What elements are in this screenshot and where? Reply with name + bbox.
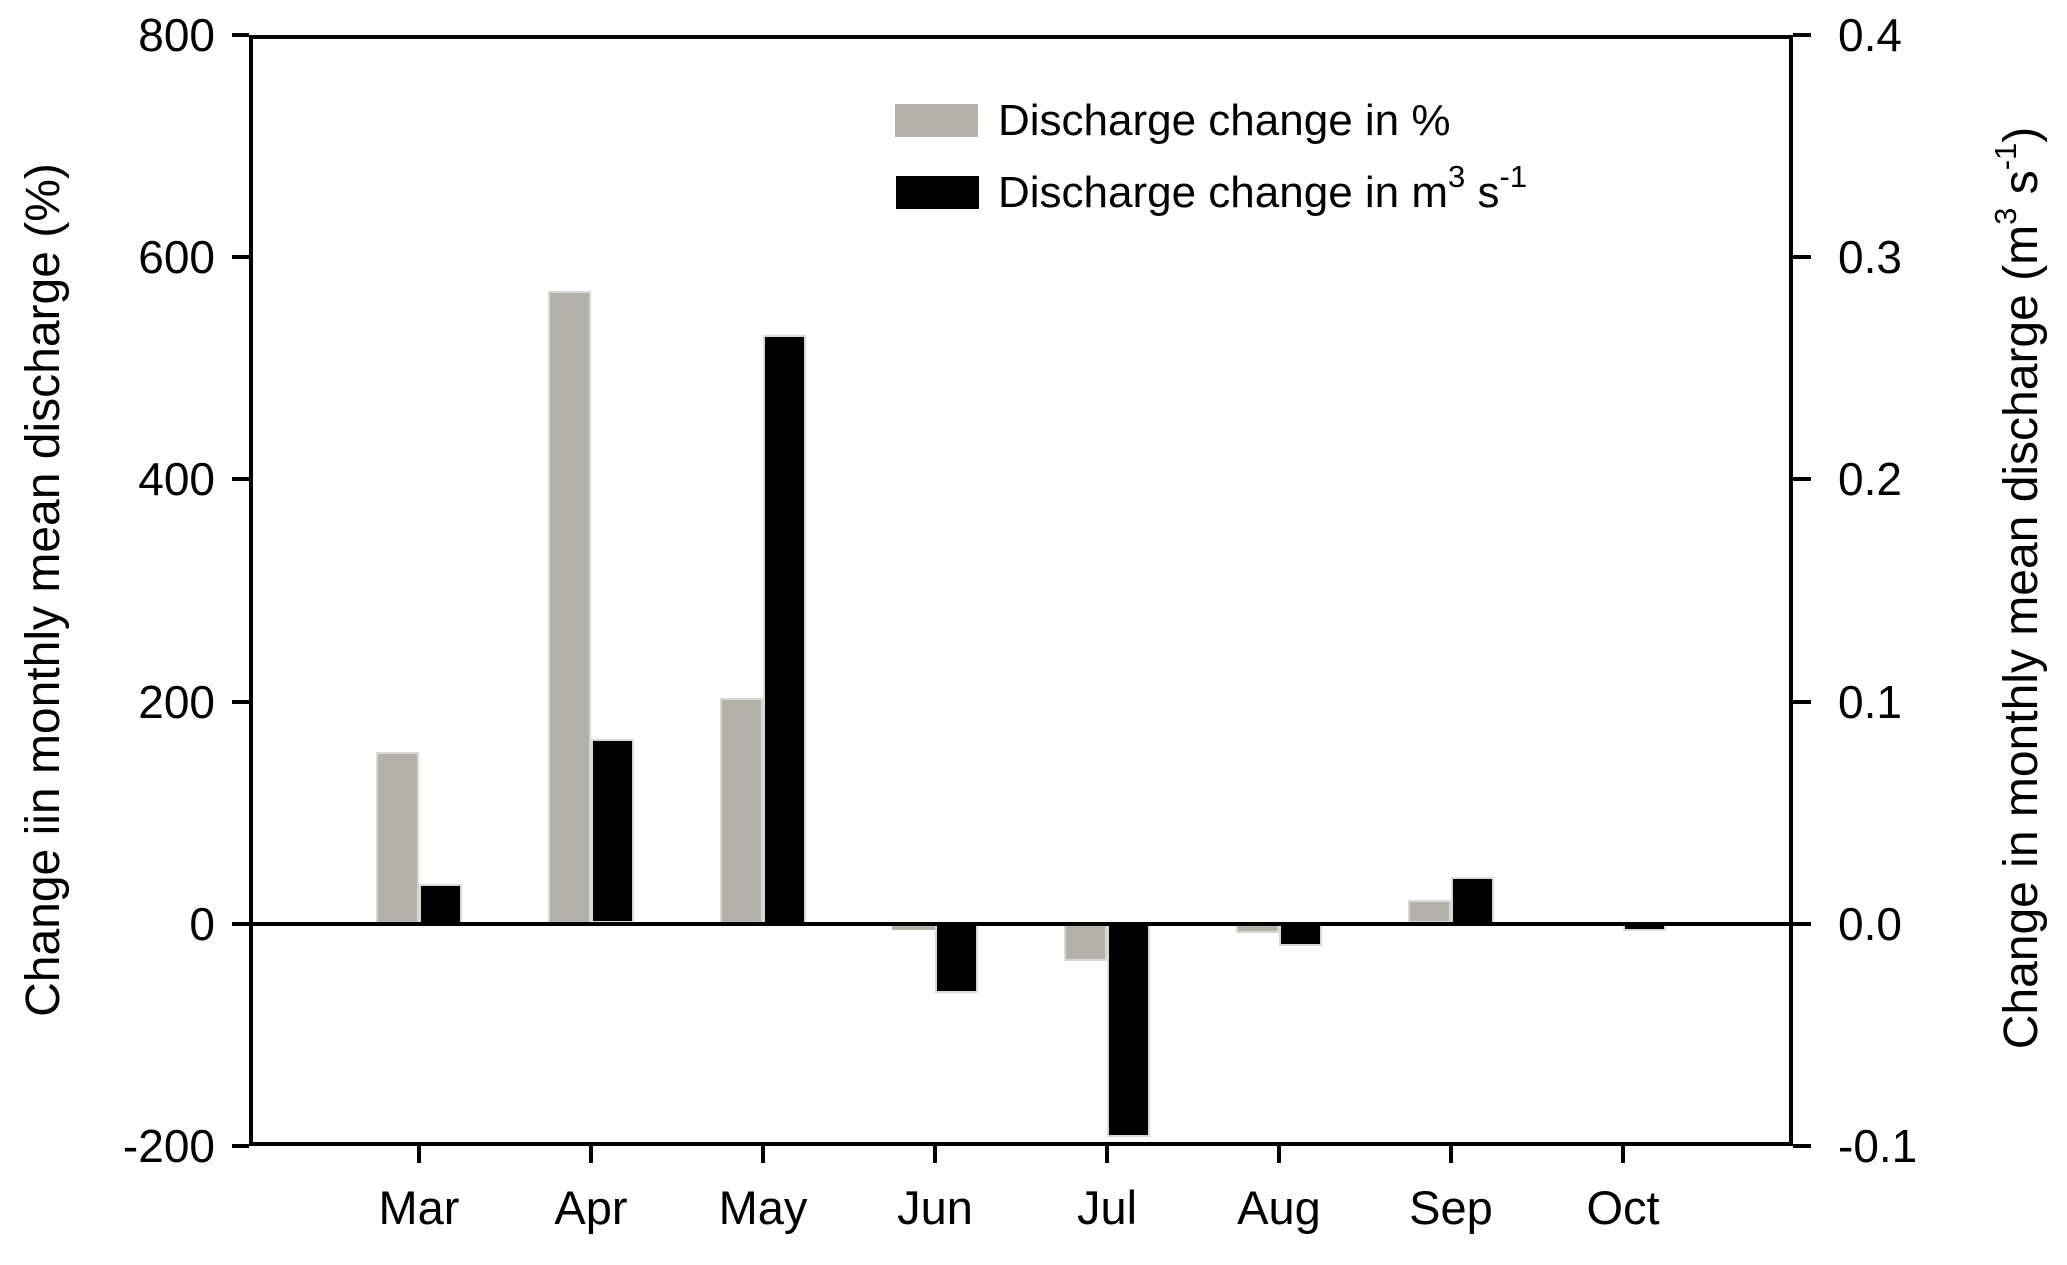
bar-mar-percent bbox=[376, 752, 419, 924]
x-tick bbox=[589, 1146, 593, 1163]
y-right-tick bbox=[1793, 255, 1811, 259]
bar-apr-m3s bbox=[591, 739, 634, 923]
y-right-tick bbox=[1793, 700, 1811, 704]
legend-label-percent: Discharge change in % bbox=[998, 96, 1451, 145]
legend-swatch-m3s bbox=[896, 176, 979, 209]
bar-apr-percent bbox=[548, 291, 591, 924]
x-tick bbox=[1277, 1146, 1281, 1163]
bar-jul-m3s bbox=[1107, 924, 1150, 1137]
x-tick bbox=[933, 1146, 937, 1163]
bar-jun-m3s bbox=[935, 924, 978, 993]
x-tick-label: Mar bbox=[378, 1181, 460, 1234]
x-tick-label: Aug bbox=[1237, 1181, 1321, 1234]
x-tick-label: May bbox=[718, 1181, 808, 1234]
y-right-tick bbox=[1793, 477, 1811, 481]
y-left-tick-label: 600 bbox=[138, 231, 215, 283]
x-tick-label: Oct bbox=[1586, 1181, 1660, 1234]
x-tick bbox=[761, 1146, 765, 1163]
superscript: 3 bbox=[1988, 207, 2023, 225]
x-tick-label: Sep bbox=[1409, 1181, 1493, 1234]
left-axis-title: Change iin monthly mean discharge (%) bbox=[17, 163, 70, 1017]
bar-may-percent bbox=[720, 698, 763, 924]
x-tick-label: Apr bbox=[554, 1181, 628, 1234]
legend-swatch-percent bbox=[895, 104, 978, 137]
y-right-tick bbox=[1793, 1144, 1811, 1148]
legend-label-m3s: Discharge change in m3 s-1 bbox=[998, 159, 1528, 217]
y-left-tick bbox=[232, 922, 249, 926]
bar-jun-percent bbox=[892, 924, 935, 930]
y-right-tick-label: 0.2 bbox=[1838, 453, 1902, 505]
y-right-tick-label: 0.3 bbox=[1838, 231, 1902, 283]
y-right-tick bbox=[1793, 922, 1811, 926]
y-right-tick-label: 0.0 bbox=[1838, 898, 1902, 950]
y-left-tick-label: 0 bbox=[189, 898, 215, 950]
x-tick bbox=[1449, 1146, 1453, 1163]
x-tick bbox=[1621, 1146, 1625, 1163]
x-tick-label: Jul bbox=[1076, 1181, 1138, 1234]
y-right-tick-label: 0.1 bbox=[1838, 676, 1902, 728]
zero-baseline bbox=[249, 922, 1793, 926]
plot-area bbox=[249, 35, 1793, 1146]
x-tick bbox=[1105, 1146, 1109, 1163]
bar-may-m3s bbox=[763, 335, 806, 924]
y-right-tick-label: -0.1 bbox=[1838, 1120, 1918, 1172]
y-left-tick bbox=[232, 1144, 249, 1148]
y-left-tick-label: 400 bbox=[138, 453, 215, 505]
bar-aug-m3s bbox=[1279, 924, 1322, 946]
superscript: -1 bbox=[1499, 159, 1528, 195]
x-tick bbox=[417, 1146, 421, 1163]
superscript: 3 bbox=[1448, 159, 1466, 195]
y-left-tick bbox=[232, 477, 249, 481]
y-left-tick-label: 800 bbox=[138, 9, 215, 61]
y-left-tick-label: 200 bbox=[138, 676, 215, 728]
x-tick-label: Jun bbox=[897, 1181, 973, 1234]
y-left-tick bbox=[232, 700, 249, 704]
y-right-tick bbox=[1793, 33, 1811, 37]
bar-sep-percent bbox=[1408, 900, 1451, 923]
bar-mar-m3s bbox=[419, 884, 462, 924]
superscript: -1 bbox=[1988, 142, 2023, 171]
bar-sep-m3s bbox=[1451, 877, 1494, 924]
y-left-tick-label: -200 bbox=[122, 1120, 215, 1172]
right-axis-title: Change in monthly mean discharge (m3 s-1… bbox=[1988, 126, 2048, 1050]
y-left-tick bbox=[232, 255, 249, 259]
y-left-tick bbox=[232, 33, 249, 37]
y-right-tick-label: 0.4 bbox=[1838, 9, 1902, 61]
bar-jul-percent bbox=[1064, 924, 1107, 961]
